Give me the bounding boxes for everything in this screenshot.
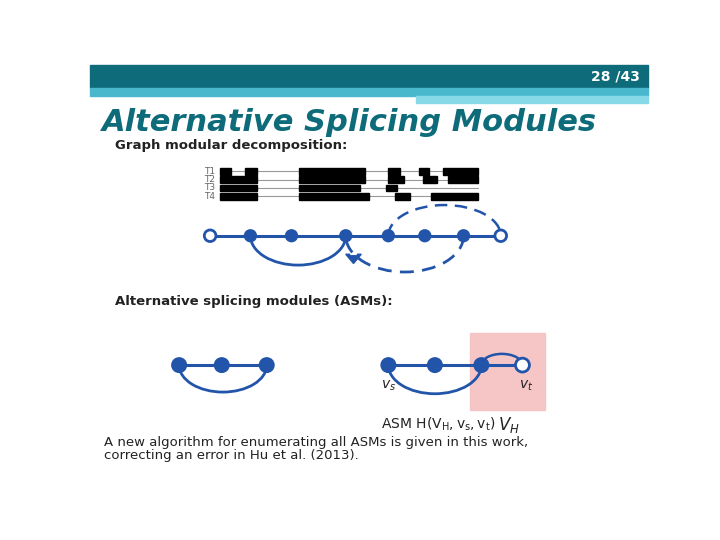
Text: T1: T1 (204, 166, 215, 176)
Text: $v_s$: $v_s$ (381, 378, 396, 393)
FancyArrow shape (346, 254, 361, 264)
Circle shape (204, 230, 216, 241)
Circle shape (215, 358, 229, 372)
Text: Graph modular decomposition:: Graph modular decomposition: (114, 139, 347, 152)
Text: T3: T3 (204, 184, 215, 192)
Bar (90, 65, 648, 88)
Bar (220, 185, 258, 192)
Circle shape (286, 230, 297, 241)
Bar (245, 167, 258, 174)
Bar (300, 176, 365, 183)
Text: $V_H$: $V_H$ (498, 415, 519, 435)
Circle shape (428, 358, 442, 372)
Bar (220, 167, 231, 174)
Bar (388, 167, 400, 174)
Circle shape (474, 358, 488, 372)
Circle shape (516, 358, 529, 372)
Circle shape (245, 230, 256, 241)
Bar (395, 193, 410, 200)
Bar (443, 167, 477, 174)
Bar (415, 96, 648, 103)
Circle shape (340, 230, 351, 241)
Bar (220, 176, 258, 183)
Bar (431, 193, 477, 200)
Bar (300, 185, 360, 192)
Bar (300, 193, 369, 200)
Bar (423, 176, 437, 183)
Bar (300, 167, 365, 174)
Circle shape (382, 230, 394, 241)
Circle shape (382, 358, 395, 372)
Bar (388, 176, 404, 183)
Circle shape (495, 230, 507, 241)
Circle shape (172, 358, 186, 372)
Text: T2: T2 (204, 175, 215, 184)
Circle shape (419, 230, 431, 241)
Text: correcting an error in Hu et al. (2013).: correcting an error in Hu et al. (2013). (104, 449, 359, 462)
Text: Alternative Splicing Modules: Alternative Splicing Modules (102, 108, 598, 137)
Text: A new algorithm for enumerating all ASMs is given in this work,: A new algorithm for enumerating all ASMs… (104, 436, 528, 449)
Bar (90, 88, 648, 96)
Text: Alternative splicing modules (ASMs):: Alternative splicing modules (ASMs): (114, 295, 392, 308)
Text: $\mathrm{ASM\ H(V_H,v_s,v_t)}$: $\mathrm{ASM\ H(V_H,v_s,v_t)}$ (382, 415, 496, 433)
Text: $v_t$: $v_t$ (519, 378, 534, 393)
Bar (220, 193, 258, 200)
Circle shape (260, 358, 274, 372)
Circle shape (458, 230, 469, 241)
Text: 28 /43: 28 /43 (591, 69, 640, 83)
Text: T4: T4 (204, 192, 215, 201)
Bar (419, 167, 428, 174)
Bar (469, 333, 545, 410)
Bar (448, 176, 477, 183)
Bar (386, 185, 397, 192)
